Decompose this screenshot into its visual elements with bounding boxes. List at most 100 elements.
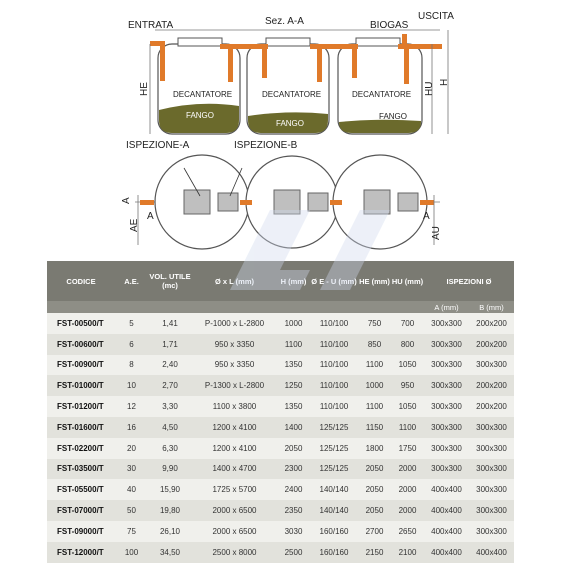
cell-h: 2300: [277, 458, 310, 480]
label-au: AU: [431, 226, 442, 240]
cell-vol: 2,70: [148, 375, 192, 397]
col-ispezioni-b: B (mm): [469, 301, 515, 313]
cell-diam-length: 1100 x 3800: [192, 396, 277, 417]
pipes: [150, 34, 442, 84]
cell-ispezione-b: 200x200: [469, 313, 515, 334]
cell-ispezione-b: 300x300: [469, 354, 515, 376]
cell-ae: 16: [115, 416, 148, 438]
table-row: FST-01200/T 12 3,30 1100 x 3800 1350 110/100 1…: [47, 396, 515, 417]
cell-diam-length: 2500 x 8000: [192, 541, 277, 563]
cell-ispezione-a: 300x300: [424, 458, 469, 480]
label-ispezione-a: ISPEZIONE-A: [126, 140, 190, 151]
cell-diam-length: P-1300 x L-2800: [192, 375, 277, 397]
cell-diam-eu: 110/100: [310, 354, 358, 376]
cell-he: 850: [358, 333, 391, 355]
cell-diam-length: 950 x 3350: [192, 354, 277, 376]
cell-codice: FST-12000/T: [47, 541, 115, 563]
table-row: FST-00500/T 5 1,41 P-1000 x L-2800 1000 110/1…: [47, 313, 515, 334]
cell-ispezione-a: 300x300: [424, 333, 469, 355]
tank-diagram: ENTRATA Sez. A-A BIOGAS USCITA HE HU H D…: [0, 0, 570, 258]
label-a-small: A: [147, 211, 154, 222]
cell-diam-length: 1200 x 4100: [192, 416, 277, 438]
cell-he: 1100: [358, 354, 391, 376]
col-h: H (mm): [277, 261, 310, 301]
col-hu: HU (mm): [391, 261, 424, 301]
label-hu: HU: [424, 81, 435, 96]
table-row: FST-09000/T 75 26,10 2000 x 6500 3030 160/160…: [47, 520, 515, 542]
cell-hu: 1750: [391, 437, 424, 459]
cell-diam-length: 1400 x 4700: [192, 458, 277, 480]
cell-ispezione-b: 300x300: [469, 479, 515, 501]
table-row: FST-01000/T 10 2,70 P-1300 x L-2800 1250 110/…: [47, 375, 515, 397]
cell-diam-eu: 125/125: [310, 416, 358, 438]
cell-diam-length: 2000 x 6500: [192, 500, 277, 521]
cell-ispezione-b: 200x200: [469, 333, 515, 355]
cell-ispezione-a: 300x300: [424, 396, 469, 417]
col-diam-eu: Ø E - U (mm): [310, 261, 358, 301]
cell-ae: 8: [115, 354, 148, 376]
cell-hu: 2650: [391, 520, 424, 542]
cell-he: 750: [358, 313, 391, 334]
table-row: FST-00600/T 6 1,71 950 x 3350 1100 110/100 850…: [47, 333, 515, 355]
cell-vol: 1,71: [148, 333, 192, 355]
cell-ae: 40: [115, 479, 148, 501]
tank-1: [157, 37, 241, 135]
cell-he: 1100: [358, 396, 391, 417]
cell-h: 1250: [277, 375, 310, 397]
cell-ispezione-a: 300x300: [424, 354, 469, 376]
label-section: Sez. A-A: [265, 16, 304, 27]
cell-codice: FST-00500/T: [47, 313, 115, 334]
label-he: HE: [139, 82, 150, 96]
cell-diam-length: 950 x 3350: [192, 333, 277, 355]
cell-ae: 50: [115, 500, 148, 521]
cell-h: 1100: [277, 333, 310, 355]
label-fango-3: FANGO: [379, 112, 408, 121]
col-vol: VOL. UTILE (mc): [148, 261, 192, 301]
cell-h: 3030: [277, 520, 310, 542]
cell-codice: FST-07000/T: [47, 500, 115, 521]
table-row: FST-02200/T 20 6,30 1200 x 4100 2050 125/125 1…: [47, 437, 515, 459]
cell-ispezione-a: 400x400: [424, 541, 469, 563]
cell-diam-eu: 160/160: [310, 520, 358, 542]
cell-h: 1400: [277, 416, 310, 438]
cell-he: 1150: [358, 416, 391, 438]
cell-vol: 1,41: [148, 313, 192, 334]
cell-he: 1000: [358, 375, 391, 397]
cell-vol: 3,30: [148, 396, 192, 417]
cell-diam-eu: 110/100: [310, 333, 358, 355]
cell-ispezione-a: 300x300: [424, 437, 469, 459]
col-he: HE (mm): [358, 261, 391, 301]
cell-he: 2050: [358, 479, 391, 501]
cell-diam-eu: 140/140: [310, 500, 358, 521]
spec-table: CODICE A.E. VOL. UTILE (mc) Ø x L (mm) H…: [47, 261, 515, 563]
label-fango-2: FANGO: [276, 119, 305, 128]
cell-vol: 4,50: [148, 416, 192, 438]
cell-ispezione-a: 300x300: [424, 375, 469, 397]
cell-ispezione-a: 300x300: [424, 313, 469, 334]
cell-vol: 9,90: [148, 458, 192, 480]
cell-codice: FST-05500/T: [47, 479, 115, 501]
cell-ae: 12: [115, 396, 148, 417]
label-a-right: A: [423, 211, 430, 222]
table-header-row: CODICE A.E. VOL. UTILE (mc) Ø x L (mm) H…: [47, 261, 515, 301]
col-ispezioni: ISPEZIONI Ø: [424, 261, 515, 301]
cell-hu: 2000: [391, 458, 424, 480]
tank-2: [246, 37, 330, 135]
cell-hu: 1050: [391, 396, 424, 417]
cell-diam-eu: 110/100: [310, 375, 358, 397]
label-entrata: ENTRATA: [128, 20, 174, 31]
cell-he: 2700: [358, 520, 391, 542]
label-fango-1: FANGO: [186, 111, 215, 120]
table-subheader-row: A (mm) B (mm): [47, 301, 515, 313]
cell-ispezione-a: 400x400: [424, 520, 469, 542]
cell-hu: 700: [391, 313, 424, 334]
cell-hu: 1100: [391, 416, 424, 438]
cell-vol: 34,50: [148, 541, 192, 563]
cell-ispezione-b: 200x200: [469, 396, 515, 417]
cell-ispezione-a: 300x300: [424, 416, 469, 438]
cell-h: 1350: [277, 354, 310, 376]
label-decantatore-3: DECANTATORE: [352, 90, 412, 99]
cell-diam-length: 1725 x 5700: [192, 479, 277, 501]
cell-codice: FST-00600/T: [47, 333, 115, 355]
table-row: FST-03500/T 30 9,90 1400 x 4700 2300 125/125 2…: [47, 458, 515, 480]
